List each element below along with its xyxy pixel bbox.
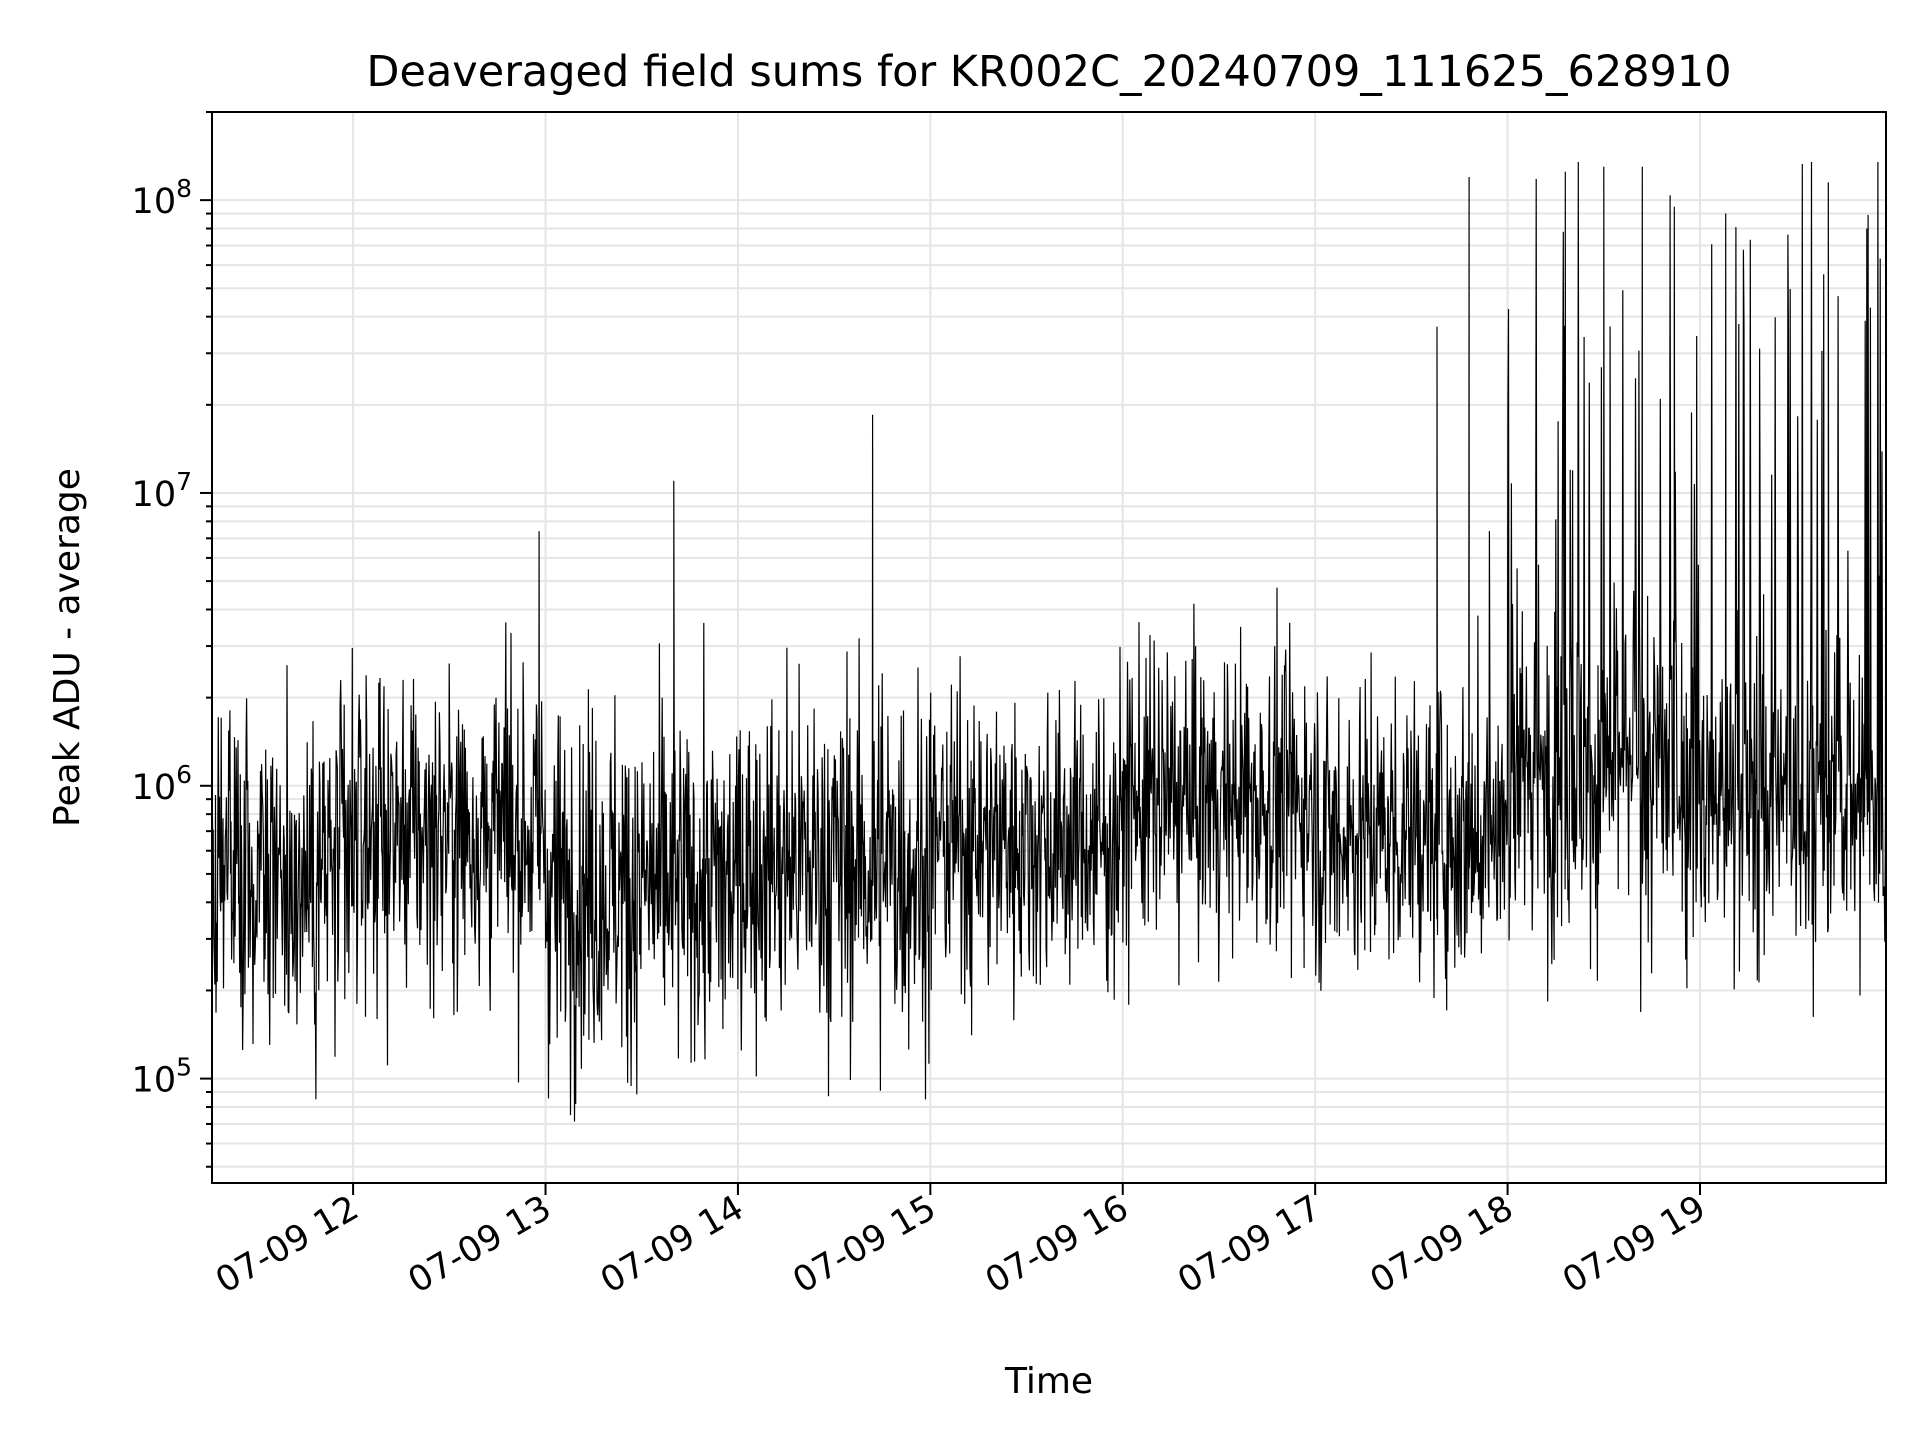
y-tick-base: 10: [132, 182, 177, 222]
grid: [212, 111, 1886, 1183]
y-tick-label: 108: [132, 174, 192, 222]
y-tick-exponent: 6: [176, 760, 192, 789]
y-tick-label: 105: [132, 1053, 192, 1101]
y-tick-label: 107: [132, 467, 192, 515]
plot-frame: [211, 111, 1887, 1184]
y-tick-exponent: 8: [176, 174, 192, 203]
y-tick-exponent: 5: [176, 1053, 192, 1082]
y-axis-label: Peak ADU - average: [47, 468, 88, 827]
y-tick-base: 10: [132, 475, 177, 515]
y-tick-base: 10: [132, 1061, 177, 1101]
chart-title: Deaveraged field sums for KR002C_2024070…: [366, 47, 1731, 97]
x-axis-label: Time: [1004, 1361, 1093, 1402]
data-layer: [211, 161, 1887, 1122]
y-tick-label: 106: [132, 760, 192, 808]
series-line-0: [211, 161, 1887, 1122]
y-tick-base: 10: [132, 768, 177, 808]
y-tick-exponent: 7: [176, 467, 192, 496]
